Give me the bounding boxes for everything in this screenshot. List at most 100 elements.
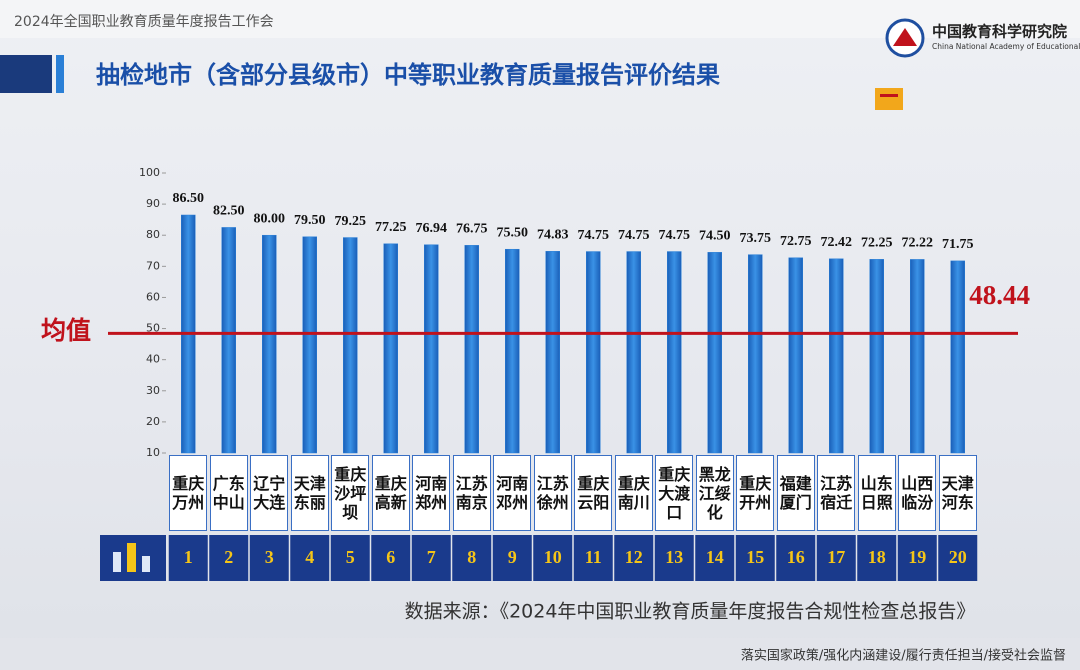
y-tick-label: 70 — [146, 259, 160, 272]
value-label: 72.75 — [780, 234, 812, 249]
rank-cell — [654, 535, 694, 581]
title-accent — [56, 55, 64, 93]
x-tick-label: 山西临汾 — [901, 474, 934, 512]
rank-cell — [533, 535, 573, 581]
value-label: 76.94 — [416, 221, 448, 236]
rank-label: 5 — [346, 547, 355, 567]
category-cell: 重庆高新 — [371, 455, 410, 531]
category-cell: 重庆大渡口 — [655, 455, 694, 531]
value-label: 72.42 — [821, 235, 853, 250]
x-tick-label: 天津河东 — [941, 474, 974, 512]
rank-label: 10 — [544, 547, 562, 567]
value-label: 71.75 — [942, 237, 974, 252]
rank-label: 12 — [625, 547, 643, 567]
bar — [667, 251, 682, 454]
rank-label: 14 — [706, 547, 724, 567]
value-label: 77.25 — [375, 220, 407, 235]
x-tick-label: 江苏南京 — [455, 474, 488, 512]
rank-label: 13 — [665, 547, 683, 567]
icon — [880, 94, 898, 97]
x-tick-label: 黑龙江绥化 — [698, 464, 731, 522]
bar — [343, 237, 358, 454]
rank-icon — [142, 556, 150, 572]
bar — [424, 244, 439, 454]
bar — [707, 252, 722, 454]
rank-cell — [897, 535, 937, 581]
x-tick-label: 河南邓州 — [496, 474, 529, 512]
category-cell: 天津河东 — [938, 455, 977, 531]
x-tick-label: 重庆云阳 — [577, 474, 610, 512]
org-name: 中国教育科学研究院 — [932, 23, 1067, 41]
rank-cell — [573, 535, 613, 581]
source: 数据来源：《2024年中国职业教育质量年度报告合规性检查总报告》 — [405, 601, 976, 623]
category-cell: 天津东丽 — [290, 455, 329, 531]
y-tick-label: 60 — [146, 290, 160, 303]
rank-cell — [492, 535, 532, 581]
bar — [221, 227, 236, 454]
rank-label: 1 — [184, 547, 193, 567]
rank-label: 7 — [427, 547, 436, 567]
category-cell: 山西临汾 — [898, 455, 937, 531]
y-tick-label: 50 — [146, 322, 160, 335]
rank-icon — [127, 543, 136, 572]
mean-value: 48.44 — [969, 280, 1030, 310]
title-accent — [0, 55, 52, 93]
x-tick-label: 重庆沙坪坝 — [334, 464, 367, 522]
x-tick-label: 河南郑州 — [415, 474, 448, 512]
value-label: 74.50 — [699, 229, 731, 244]
rank-label: 4 — [305, 547, 314, 567]
rank-label: 19 — [908, 547, 926, 567]
x-tick-label: 重庆南川 — [617, 474, 650, 512]
rank-cell — [938, 535, 978, 581]
x-tick-label: 辽宁大连 — [253, 474, 286, 512]
x-tick-label: 广东中山 — [212, 474, 245, 512]
x-tick-label: 山东日照 — [860, 474, 893, 512]
category-cell: 江苏南京 — [452, 455, 491, 531]
rank-label: 6 — [386, 547, 395, 567]
category-cell: 江苏徐州 — [533, 455, 572, 531]
icon — [875, 88, 903, 110]
category-cell: 辽宁大连 — [250, 455, 289, 531]
rank-label: 18 — [868, 547, 886, 567]
value-label: 74.75 — [578, 228, 610, 243]
category-cell: 广东中山 — [209, 455, 248, 531]
rank-cell — [452, 535, 492, 581]
category-cell: 重庆开州 — [736, 455, 775, 531]
value-label: 75.50 — [497, 225, 529, 240]
rank-cell — [168, 535, 208, 581]
y-tick-label: 20 — [146, 415, 160, 428]
event-name: 2024年全国职业教育质量年度报告工作会 — [14, 13, 274, 30]
x-tick-label: 重庆开州 — [739, 474, 772, 512]
rank-cell — [371, 535, 411, 581]
category-cell: 山东日照 — [857, 455, 896, 531]
value-label: 74.75 — [618, 228, 650, 243]
x-tick-label: 重庆万州 — [172, 474, 205, 512]
bar — [869, 259, 884, 454]
x-tick-label: 重庆高新 — [374, 474, 407, 512]
y-tick-label: 10 — [146, 446, 160, 459]
category-cell: 重庆万州 — [169, 455, 208, 531]
bar — [505, 248, 520, 454]
chart-title: 抽检地市（含部分县级市）中等职业教育质量报告评价结果 — [96, 61, 720, 89]
footer: 落实国家政策/强化内涵建设/履行责任担当/接受社会监督 — [741, 648, 1066, 664]
org-name-en: China National Academy of Educational Sc… — [932, 42, 1080, 51]
rank-cell — [695, 535, 735, 581]
rank-cell — [857, 535, 897, 581]
rank-cell — [614, 535, 654, 581]
value-label: 79.25 — [335, 214, 367, 229]
value-label: 72.22 — [902, 236, 934, 251]
rank-label: 8 — [467, 547, 476, 567]
rank-cell — [249, 535, 289, 581]
rank-label: 9 — [508, 547, 517, 567]
category-cell: 黑龙江绥化 — [695, 455, 734, 531]
x-tick-label: 江苏徐州 — [536, 474, 569, 512]
footer-bar — [0, 638, 1080, 670]
rank-cell — [735, 535, 775, 581]
value-label: 72.25 — [861, 236, 893, 251]
logo-mark — [893, 28, 917, 46]
category-cell: 重庆沙坪坝 — [331, 455, 370, 531]
category-cell: 江苏宿迁 — [817, 455, 856, 531]
rank-label: 11 — [585, 547, 602, 567]
rank-label: 17 — [827, 547, 845, 567]
